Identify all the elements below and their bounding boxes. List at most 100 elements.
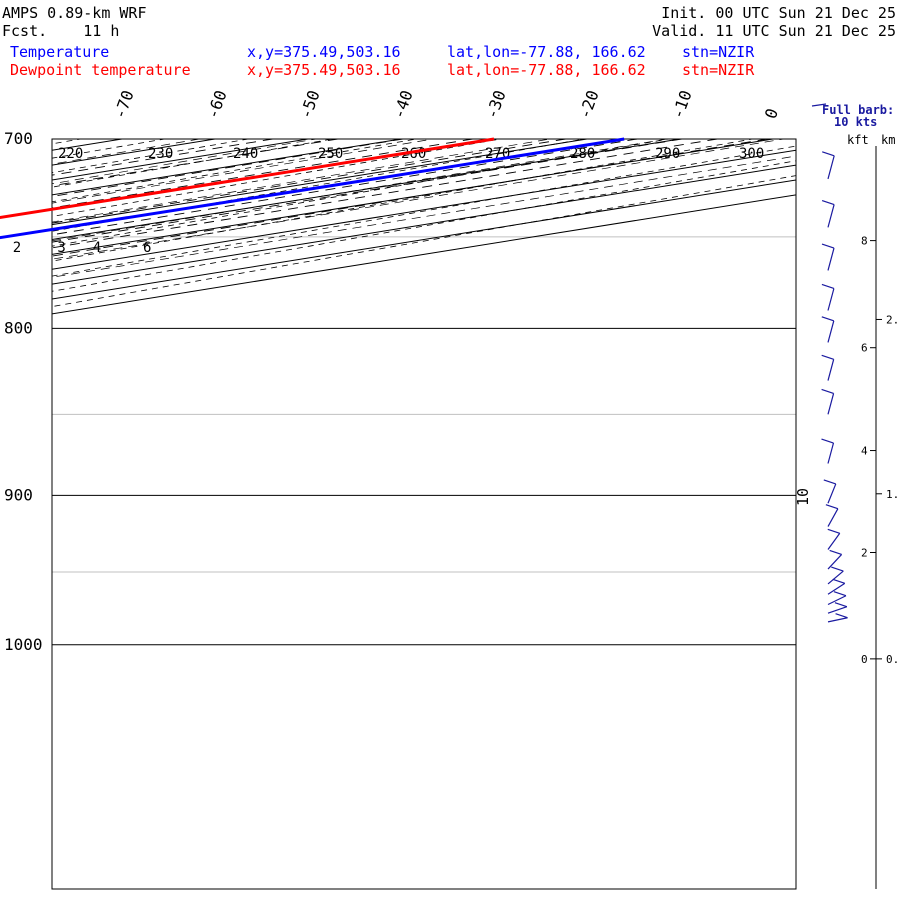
temperature-tick-label: -70 (110, 88, 138, 122)
wind-barb-flag (829, 549, 842, 555)
mixing-ratio-label: 3 (57, 240, 65, 256)
isotherm-line (52, 139, 126, 151)
moist-adiabat-line (52, 155, 796, 278)
wind-barb-shaft (827, 442, 835, 464)
wind-barb-shaft (827, 570, 844, 585)
wind-barb-shaft (827, 288, 835, 311)
isotherm-line (52, 149, 796, 270)
legend-dewpoint-stn: stn=NZIR (682, 61, 755, 79)
theta-label: 300 (739, 146, 764, 162)
wind-barb-flag (821, 388, 834, 395)
height-kft-label: 2 (861, 546, 868, 559)
height-km-label: 2. (886, 313, 899, 326)
wind-barb-flag (822, 151, 835, 157)
theta-label: 250 (318, 146, 343, 162)
moist-adiabat-line (52, 139, 786, 260)
legend-dewpoint-latlon: lat,lon=-77.88, 166.62 (447, 61, 646, 79)
wind-barb-shaft (827, 359, 835, 381)
pressure-tick-label: 800 (4, 318, 33, 337)
model-title: AMPS 0.89-km WRF (2, 4, 147, 22)
plot-frame (51, 138, 797, 890)
temperature-tick-label: -20 (575, 88, 603, 122)
wind-barb-shaft (827, 617, 848, 623)
wind-barb-flag (821, 316, 834, 322)
isotherm-line (52, 139, 219, 166)
wind-barb (827, 602, 848, 614)
wind-barb (827, 578, 846, 595)
wind-barb-flag (823, 479, 836, 485)
wind-barb (827, 591, 847, 606)
wind-barb (825, 504, 839, 527)
dewpoint-profile (0, 137, 495, 220)
temperature-tick-label: -40 (389, 88, 417, 122)
dry-adiabat-line (52, 145, 796, 277)
wind-barb-flag (821, 438, 834, 444)
mixing-ratio-line (52, 139, 473, 209)
pressure-tick-label: 1000 (4, 635, 43, 654)
mixing-ratio-label: 6 (143, 240, 151, 256)
height-kft-label: 8 (861, 235, 868, 248)
legend-dewpoint-name: Dewpoint temperature (10, 61, 191, 79)
isotherm-line (52, 194, 796, 315)
isotherm-line (52, 179, 796, 300)
wind-barb (821, 316, 835, 343)
height-scale-kft-header: kft (847, 133, 869, 147)
legend-temperature-name: Temperature (10, 43, 110, 61)
wind-barb-shaft (827, 155, 835, 180)
isotherm-line (52, 139, 312, 181)
wind-barb-flag (832, 578, 845, 584)
theta-label: 290 (655, 146, 680, 162)
mixing-ratio-line (52, 139, 273, 176)
wind-key-line2: 10 kts (834, 115, 877, 129)
mixing-ratio-line (52, 139, 718, 249)
wind-barb-shaft (827, 595, 847, 606)
wind-barb-shaft (827, 393, 835, 415)
wind-barb-shaft (827, 554, 843, 570)
wind-barb (827, 549, 843, 570)
dry-adiabat-line (52, 139, 671, 247)
wind-barb-flag (825, 504, 839, 510)
wind-barb-flag (834, 602, 848, 608)
wind-barb-flag (821, 354, 834, 360)
wind-barb-shaft (827, 204, 835, 228)
wind-key-scale: 10 (794, 488, 812, 506)
legend-temperature-xy: x,y=375.49,503.16 (247, 43, 401, 61)
dry-adiabat-line (52, 139, 587, 232)
dry-adiabat-line (52, 160, 796, 292)
pressure-tick-label: 900 (4, 485, 33, 504)
wind-barb-flag (827, 528, 840, 534)
wind-barb (821, 199, 835, 228)
isotherm-line (52, 164, 796, 285)
moist-adiabat-line (52, 139, 670, 242)
height-kft-label: 0 (861, 653, 868, 666)
mixing-ratio-label: 4 (93, 240, 101, 256)
legend-temperature-stn: stn=NZIR (682, 43, 755, 61)
isotherm-line (52, 139, 498, 211)
wind-barb-flag (821, 199, 835, 206)
wind-barb-flag (835, 613, 848, 619)
height-kft-label: 6 (861, 342, 868, 355)
dry-adiabat-line (52, 139, 419, 203)
forecast-label: Fcst. 11 h (2, 22, 119, 40)
pressure-tick-label: 700 (4, 129, 33, 148)
forecast-label-text: Fcst. (2, 22, 48, 40)
wind-barb-flag (831, 566, 844, 572)
temperature-tick-label: -50 (296, 88, 324, 122)
wind-barb-flag (833, 591, 847, 597)
wind-barb (822, 151, 835, 180)
theta-label: 220 (58, 146, 83, 162)
wind-key-barb (811, 103, 827, 107)
wind-key-line1: Full barb: (822, 103, 894, 117)
height-km-label: 0. (886, 653, 899, 666)
theta-label: 230 (148, 146, 173, 162)
temperature-tick-label: -10 (668, 88, 696, 122)
init-time: Init. 00 UTC Sun 21 Dec 25 (661, 4, 896, 22)
temperature-tick-label: -30 (482, 88, 510, 122)
dry-adiabat-line (52, 139, 755, 262)
isotherm-line (0, 134, 60, 889)
wind-barb (821, 243, 835, 271)
forecast-hours: 11 h (83, 22, 120, 40)
height-kft-label: 4 (861, 445, 868, 458)
height-scale-km-header: km (881, 133, 895, 147)
wind-barb-shaft (827, 247, 835, 271)
